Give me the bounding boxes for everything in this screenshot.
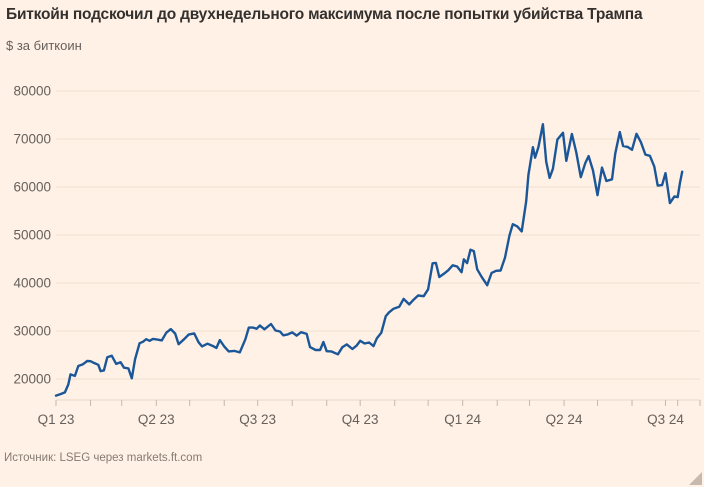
source-note: Источник: LSEG через markets.ft.com [4, 452, 203, 464]
x-tick-label: Q2 23 [138, 412, 175, 427]
x-tick-label: Q2 24 [546, 412, 583, 427]
y-tick-label: 70000 [13, 132, 51, 147]
x-tick-label: Q1 24 [444, 412, 481, 427]
chart-title: Биткойн подскочил до двухнедельного макс… [6, 6, 643, 23]
y-tick-label: 80000 [13, 84, 51, 99]
y-tick-label: 60000 [13, 180, 51, 195]
x-tick-label: Q4 23 [342, 412, 379, 427]
y-tick-label: 20000 [13, 372, 51, 387]
price-line [54, 123, 684, 397]
chart-subtitle: $ за биткоин [6, 38, 82, 53]
y-tick-label: 40000 [13, 276, 51, 291]
y-tick-label: 30000 [13, 324, 51, 339]
y-tick-label: 50000 [13, 228, 51, 243]
x-tick-label: Q3 24 [647, 412, 684, 427]
x-tick-label: Q1 23 [38, 412, 75, 427]
resize-grip-icon[interactable] [689, 472, 702, 485]
x-tick-label: Q3 23 [239, 412, 276, 427]
